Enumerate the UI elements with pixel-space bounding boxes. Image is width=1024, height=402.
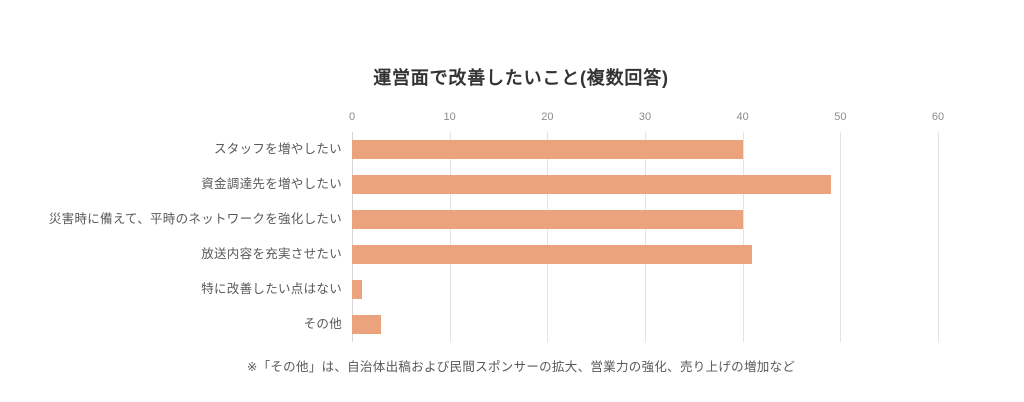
plot-area <box>352 132 939 342</box>
bar-2 <box>352 210 743 229</box>
x-tick-label-60: 60 <box>931 111 945 123</box>
x-tick-label-0: 0 <box>348 111 356 123</box>
gridline-50 <box>840 132 842 342</box>
category-label-4: 特に改善したい点はない <box>201 282 342 296</box>
gridline-20 <box>547 132 549 342</box>
bar-4 <box>352 280 362 299</box>
x-tick-label-40: 40 <box>736 111 749 123</box>
x-tick-label-10: 10 <box>443 111 456 123</box>
x-axis: 0 10 20 30 40 50 60 <box>0 111 1024 127</box>
bar-0 <box>352 140 743 159</box>
gridline-60 <box>938 132 939 342</box>
bar-3 <box>352 245 753 264</box>
category-label-2: 災害時に備えて、平時のネットワークを強化したい <box>48 212 342 226</box>
axis-zero-line <box>352 132 353 342</box>
x-tick-label-50: 50 <box>834 111 847 123</box>
gridline-40 <box>742 132 744 342</box>
gridline-30 <box>645 132 646 342</box>
x-tick-label-20: 20 <box>541 111 554 123</box>
chart-title: 運営面で改善したいこと(複数回答) <box>373 68 669 88</box>
chart-footnote: ※「その他」は、自治体出稿および民間スポンサーの拡大、営業力の強化、売り上げの増… <box>246 360 796 374</box>
x-tick-label-30: 30 <box>638 111 652 123</box>
bar-5 <box>352 315 382 334</box>
category-label-0: スタッフを増やしたい <box>213 142 342 156</box>
category-label-5: その他 <box>303 317 342 331</box>
bar-1 <box>352 175 831 194</box>
category-label-3: 放送内容を充実させたい <box>201 247 342 261</box>
gridline-10 <box>449 132 451 342</box>
category-label-1: 資金調達先を増やしたい <box>201 177 342 191</box>
